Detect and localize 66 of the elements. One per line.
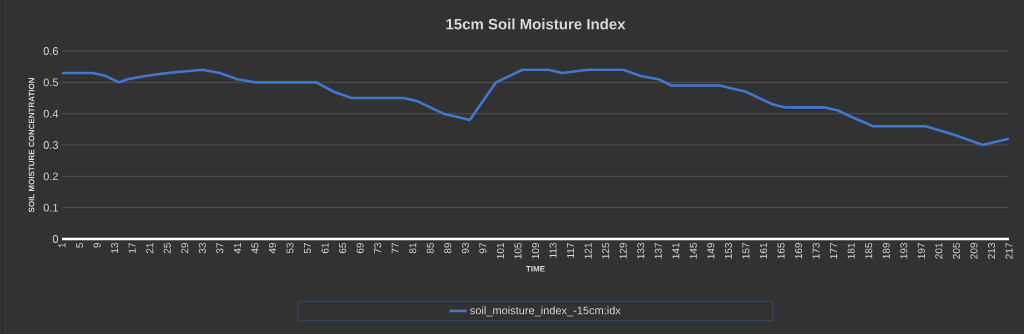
y-tick-label: 0.5 bbox=[43, 78, 59, 87]
x-tick-label: 205 bbox=[952, 242, 960, 259]
x-tick-label: 29 bbox=[181, 242, 189, 254]
x-tick-label: 9 bbox=[93, 242, 101, 248]
x-tick-label: 141 bbox=[672, 243, 680, 259]
x-tick-label: 145 bbox=[689, 242, 697, 259]
x-tick-label: 121 bbox=[584, 243, 592, 259]
x-tick-label: 169 bbox=[795, 242, 803, 259]
x-tick-label: 13 bbox=[111, 242, 119, 253]
x-tick-label: 105 bbox=[514, 242, 522, 259]
y-tick-label: 0.2 bbox=[43, 172, 58, 181]
x-tick-label: 113 bbox=[549, 242, 557, 258]
x-tick-label: 85 bbox=[426, 242, 434, 254]
y-tick-label: 0 bbox=[52, 235, 59, 243]
x-tick-label: 41 bbox=[233, 243, 241, 254]
x-tick-label: 65 bbox=[339, 242, 347, 254]
y-tick-label: 0.1 bbox=[43, 203, 58, 212]
legend-label: soil_moisture_index_-15cm:idx bbox=[470, 306, 621, 317]
x-tick-label: 45 bbox=[251, 242, 259, 254]
x-tick-label: 153 bbox=[724, 242, 732, 259]
x-tick-label: 21 bbox=[146, 243, 154, 254]
x-tick-label: 125 bbox=[602, 242, 610, 259]
x-tick-label: 161 bbox=[759, 243, 768, 259]
x-tick-label: 77 bbox=[391, 243, 399, 254]
y-tick-label: 0.6 bbox=[43, 47, 58, 55]
x-tick-label: 101 bbox=[496, 243, 504, 259]
y-tick-label: 0.3 bbox=[43, 141, 58, 149]
x-tick-label: 109 bbox=[531, 242, 540, 259]
x-tick-label: 61 bbox=[321, 243, 329, 254]
x-tick-label: 209 bbox=[970, 242, 978, 259]
x-tick-label: 165 bbox=[777, 242, 785, 259]
x-tick-label: 53 bbox=[286, 242, 294, 254]
x-tick-label: 93 bbox=[461, 242, 469, 254]
y-axis-title: SOIL MOISTURE CONCENTRATION bbox=[28, 78, 35, 213]
x-tick-label: 73 bbox=[374, 242, 382, 254]
x-tick-label: 201 bbox=[935, 243, 943, 259]
x-tick-label: 213 bbox=[987, 242, 995, 259]
x-tick-label: 177 bbox=[830, 243, 838, 259]
x-tick-label: 185 bbox=[865, 242, 873, 259]
x-tick-label: 17 bbox=[128, 243, 136, 253]
x-tick-label: 137 bbox=[654, 243, 662, 259]
x-tick-label: 81 bbox=[409, 243, 417, 254]
x-tick-label: 193 bbox=[900, 242, 908, 259]
x-tick-label: 33 bbox=[198, 242, 206, 254]
x-tick-label: 157 bbox=[742, 243, 750, 259]
x-tick-label: 37 bbox=[216, 243, 224, 254]
x-tick-label: 189 bbox=[882, 242, 890, 259]
x-tick-label: 117 bbox=[567, 243, 575, 258]
x-tick-label: 181 bbox=[847, 243, 855, 259]
x-tick-label: 69 bbox=[356, 242, 364, 254]
x-tick-label: 129 bbox=[619, 242, 627, 259]
x-tick-label: 57 bbox=[304, 243, 312, 254]
x-tick-label: 217 bbox=[1005, 243, 1013, 259]
x-tick-label: 173 bbox=[812, 242, 820, 259]
y-tick-label: 0.4 bbox=[43, 109, 59, 118]
chart-title: 15cm Soil Moisture Index bbox=[446, 18, 626, 30]
x-tick-label: 97 bbox=[479, 243, 487, 254]
x-tick-label: 149 bbox=[707, 242, 715, 259]
x-tick-label: 25 bbox=[163, 242, 171, 254]
x-tick-label: 197 bbox=[917, 243, 925, 259]
x-tick-label: 89 bbox=[444, 242, 452, 254]
x-tick-label: 49 bbox=[268, 242, 276, 254]
x-tick-label: 1 bbox=[58, 243, 66, 248]
x-axis-title: TIME bbox=[526, 266, 545, 272]
x-tick-label: 133 bbox=[637, 242, 645, 259]
x-tick-label: 5 bbox=[76, 242, 84, 248]
